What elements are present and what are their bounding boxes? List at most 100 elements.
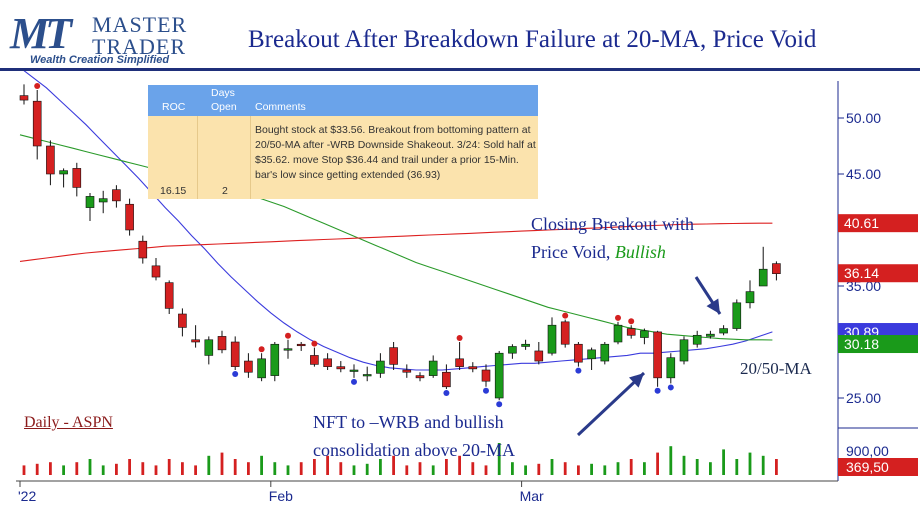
candle: [758, 246, 768, 287]
candle-body: [402, 369, 412, 373]
candle-body: [296, 343, 306, 347]
pivot-marker: [258, 346, 265, 353]
breakout-note-text: Price Void,: [531, 242, 611, 262]
candle: [666, 353, 676, 384]
volume-bar: [220, 452, 224, 475]
candle: [600, 342, 610, 365]
candle: [455, 342, 464, 370]
nft-arrow-head: [629, 373, 644, 388]
price-badge-box: [838, 264, 918, 283]
y-tick-label: 45.00: [846, 166, 881, 182]
roc-value: 16.15: [160, 185, 187, 197]
volume-bar: [115, 463, 118, 475]
candle: [230, 336, 240, 370]
candle-body: [257, 358, 266, 379]
x-axis: '22 Feb Mar: [18, 481, 544, 504]
candle: [323, 353, 332, 370]
candle: [640, 328, 649, 345]
volume-bar: [141, 462, 145, 475]
master-trader-logo: MT MASTER TRADER Wealth Creation Simplif…: [6, 8, 206, 66]
volume-bar: [497, 443, 501, 475]
candle-body: [204, 339, 214, 356]
candle-body: [772, 263, 781, 274]
volume-bar: [629, 459, 633, 475]
pivot-marker: [575, 367, 582, 374]
candle-body: [626, 328, 636, 336]
volume-bar: [458, 455, 461, 475]
candle: [521, 339, 530, 350]
candle: [204, 336, 214, 365]
candle-body: [164, 282, 174, 309]
candle-body: [178, 313, 187, 328]
candle-body: [415, 375, 425, 379]
bullish-word: Bullish: [614, 242, 666, 262]
pivot-marker: [667, 384, 674, 391]
volume-bar: [405, 465, 409, 475]
col-open: Open: [211, 101, 237, 113]
volume-bar: [154, 465, 158, 475]
logo-line1: MASTER: [92, 12, 188, 37]
breakout-arrow-head: [706, 298, 720, 314]
candle: [164, 280, 174, 314]
volume-bar: [273, 462, 277, 475]
candle-body: [666, 357, 676, 379]
volume-bar: [286, 465, 290, 475]
volume-bar: [352, 465, 356, 475]
candle-body: [138, 240, 148, 259]
nft-arrow-shaft: [576, 371, 646, 437]
pivot-marker: [456, 335, 463, 341]
candle-body: [230, 341, 240, 367]
candle-body: [640, 330, 649, 338]
volume-bar: [722, 449, 725, 475]
candle-body: [191, 339, 200, 343]
candle-body: [151, 265, 161, 278]
ma-label: 20/50-MA: [740, 359, 812, 378]
candle: [59, 168, 68, 188]
candle: [191, 325, 200, 348]
candle: [679, 336, 689, 365]
candle: [151, 258, 161, 281]
col-days: Days: [211, 87, 235, 99]
candle: [178, 308, 187, 337]
candle: [389, 342, 398, 370]
y-tick-label: 50.00: [846, 110, 881, 126]
candle: [283, 339, 293, 359]
volume-bar: [643, 462, 646, 475]
candle: [46, 140, 55, 186]
col-roc: ROC: [162, 101, 186, 113]
chart-title: Breakout After Breakdown Failure at 20-M…: [248, 26, 817, 53]
breakout-note-line1: Closing Breakout with: [531, 214, 694, 234]
volume-bar: [379, 459, 382, 475]
candle-body: [19, 95, 29, 101]
candle: [98, 190, 108, 214]
candle-body: [442, 371, 451, 388]
ticker-label: Daily - ASPN: [24, 414, 113, 431]
candle-body: [270, 343, 280, 376]
candle-body: [310, 355, 319, 365]
candle-body: [389, 347, 398, 365]
volume-bar: [326, 455, 329, 475]
pivot-marker: [615, 314, 621, 321]
breakout-note-line2: Price Void, Bullish: [531, 242, 666, 263]
volume-bar: [524, 465, 527, 475]
volume-bar: [128, 459, 131, 475]
volume-bar: [260, 455, 263, 475]
candle: [415, 372, 425, 382]
candle: [574, 342, 583, 367]
volume-bar: [484, 465, 488, 475]
volume-bar: [748, 452, 752, 475]
trade-table-body: [148, 116, 538, 199]
pivot-marker: [351, 378, 357, 385]
pivot-marker: [311, 340, 318, 347]
price-badge-label: 36.14: [844, 265, 879, 281]
candle: [138, 235, 148, 264]
candle: [692, 330, 702, 348]
candle: [547, 317, 557, 356]
volume-bar: [431, 465, 435, 475]
annotation-arrows: [576, 276, 722, 437]
pivot-markers: [34, 83, 674, 408]
candle-body: [455, 358, 464, 367]
candle: [19, 84, 29, 105]
candle-body: [587, 349, 596, 360]
pivot-marker: [628, 318, 635, 325]
